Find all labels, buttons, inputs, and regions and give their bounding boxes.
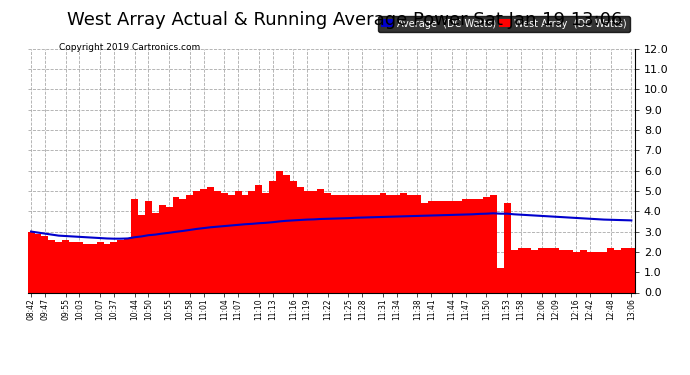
Bar [55,242,62,292]
Text: Copyright 2019 Cartronics.com: Copyright 2019 Cartronics.com [59,43,200,52]
Bar [186,195,193,292]
Bar [442,201,448,292]
Bar [193,191,200,292]
Bar [359,195,366,292]
Bar [524,248,531,292]
Bar [317,189,324,292]
Bar [159,205,166,292]
Bar [545,248,552,292]
Bar [297,187,304,292]
Bar [476,199,483,292]
Bar [104,244,110,292]
Bar [166,207,172,292]
Legend: Average  (DC Watts), West Array  (DC Watts): Average (DC Watts), West Array (DC Watts… [378,16,630,32]
Bar [324,193,331,292]
Bar [83,244,90,292]
Bar [511,250,518,292]
Bar [469,199,476,292]
Bar [455,201,462,292]
Bar [621,248,628,292]
Bar [207,187,214,292]
Bar [531,250,538,292]
Bar [276,171,283,292]
Bar [566,250,573,292]
Bar [421,203,428,292]
Bar [269,181,276,292]
Bar [48,240,55,292]
Bar [518,248,524,292]
Bar [490,195,497,292]
Bar [580,250,586,292]
Text: West Array Actual & Running Average Power Sat Jan 19 13:06: West Array Actual & Running Average Powe… [68,11,622,29]
Bar [600,252,607,292]
Bar [241,195,248,292]
Bar [393,195,400,292]
Bar [559,250,566,292]
Bar [97,242,104,292]
Bar [200,189,207,292]
Bar [214,191,221,292]
Bar [462,199,469,292]
Bar [41,236,48,292]
Bar [373,195,380,292]
Bar [338,195,345,292]
Bar [586,252,593,292]
Bar [152,213,159,292]
Bar [331,195,338,292]
Bar [145,201,152,292]
Bar [497,268,504,292]
Bar [352,195,359,292]
Bar [366,195,373,292]
Bar [76,242,83,292]
Bar [345,195,352,292]
Bar [34,234,41,292]
Bar [607,248,614,292]
Bar [380,193,386,292]
Bar [407,195,414,292]
Bar [386,195,393,292]
Bar [614,250,621,292]
Bar [90,244,97,292]
Bar [131,199,138,292]
Bar [221,193,228,292]
Bar [414,195,421,292]
Bar [28,231,34,292]
Bar [172,197,179,292]
Bar [400,193,407,292]
Bar [138,215,145,292]
Bar [628,248,635,292]
Bar [304,191,310,292]
Bar [310,191,317,292]
Bar [255,185,262,292]
Bar [538,248,545,292]
Bar [283,175,290,292]
Bar [573,252,580,292]
Bar [593,252,600,292]
Bar [290,181,297,292]
Bar [262,193,269,292]
Bar [483,197,490,292]
Bar [228,195,235,292]
Bar [504,203,511,292]
Bar [117,240,124,292]
Bar [235,191,242,292]
Bar [69,242,76,292]
Bar [248,191,255,292]
Bar [428,201,435,292]
Bar [124,238,131,292]
Bar [448,201,455,292]
Bar [179,199,186,292]
Bar [435,201,442,292]
Bar [552,248,559,292]
Bar [62,240,69,292]
Bar [110,242,117,292]
